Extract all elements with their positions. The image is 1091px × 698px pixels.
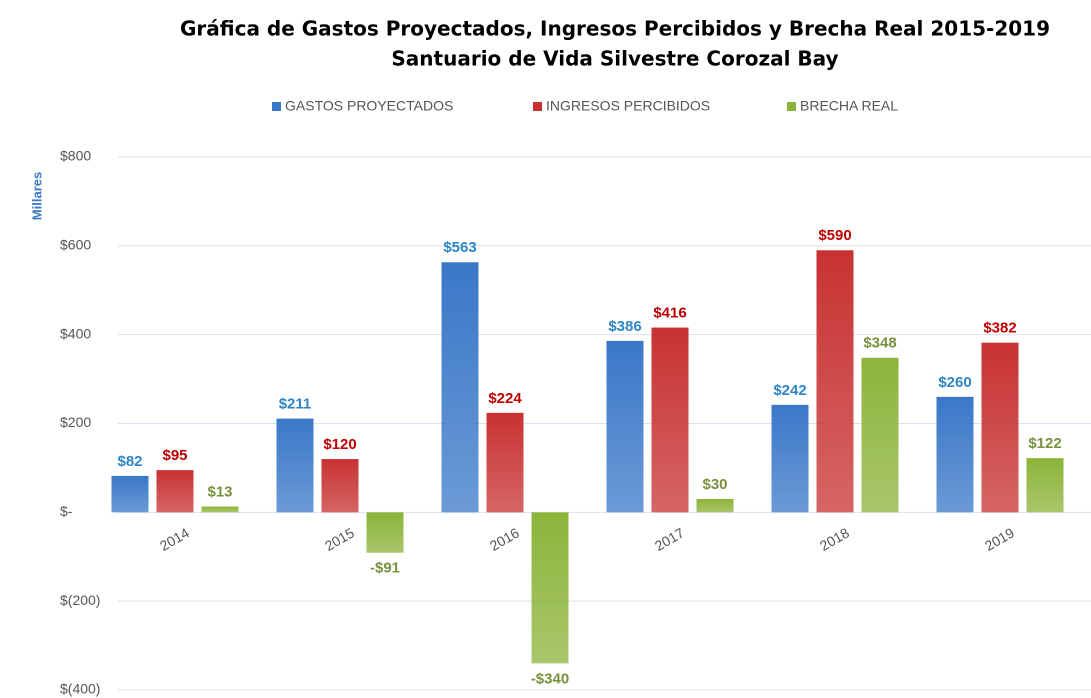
data-label: $30 (702, 476, 727, 493)
data-label: -$340 (531, 670, 569, 687)
bar (861, 357, 899, 513)
bar (531, 512, 569, 664)
bar (696, 499, 734, 513)
y-tick-label: $600 (60, 237, 91, 253)
legend-label: INGRESOS PERCIBIDOS (546, 98, 710, 114)
data-label: $120 (323, 436, 356, 453)
bar (981, 342, 1019, 513)
y-tick-label: $400 (60, 325, 91, 341)
data-label: $82 (117, 453, 142, 470)
chart-subtitle: Santuario de Vida Silvestre Corozal Bay (391, 47, 838, 71)
x-tick-label: 2018 (817, 524, 852, 554)
y-tick-label: $(200) (60, 592, 100, 608)
bar (366, 512, 404, 553)
y-tick-label: $- (60, 503, 73, 519)
legend-swatch (533, 102, 542, 111)
legend-label: GASTOS PROYECTADOS (285, 98, 453, 114)
legend-swatch (272, 102, 281, 111)
bar (276, 418, 314, 513)
data-label: $348 (863, 335, 896, 352)
bar (201, 506, 239, 513)
data-label: $95 (162, 447, 187, 464)
bar (156, 470, 194, 513)
bar (111, 475, 149, 513)
x-tick-label: 2014 (157, 524, 192, 554)
bar (936, 396, 974, 513)
data-label: $386 (608, 318, 641, 335)
x-tick-label: 2017 (652, 524, 687, 554)
y-tick-label: $200 (60, 414, 91, 430)
bar (441, 262, 479, 513)
data-label: $260 (938, 374, 971, 391)
data-label: $563 (443, 239, 476, 256)
bar (816, 250, 854, 513)
x-tick-label: 2019 (982, 524, 1017, 554)
bar (606, 340, 644, 513)
bar (1026, 458, 1064, 513)
chart-title: Gráfica de Gastos Proyectados, Ingresos … (180, 17, 1050, 41)
data-label: $122 (1028, 435, 1061, 452)
y-axis-label: Millares (29, 172, 44, 220)
x-tick-label: 2016 (487, 524, 522, 554)
legend-label: BRECHA REAL (800, 98, 898, 114)
data-label: $224 (488, 390, 522, 407)
data-label: $590 (818, 227, 851, 244)
data-label: $382 (983, 320, 1016, 337)
bar (486, 412, 524, 513)
bar (321, 459, 359, 513)
bar (771, 404, 809, 513)
data-label: $242 (773, 382, 806, 399)
data-label: $211 (279, 396, 312, 413)
x-tick-label: 2015 (322, 524, 357, 554)
legend-swatch (787, 102, 796, 111)
data-label: $416 (653, 305, 686, 322)
data-label: -$91 (370, 560, 400, 577)
y-tick-label: $(400) (60, 681, 100, 697)
bar (651, 327, 689, 513)
data-label: $13 (207, 484, 232, 501)
y-tick-label: $800 (60, 148, 91, 164)
